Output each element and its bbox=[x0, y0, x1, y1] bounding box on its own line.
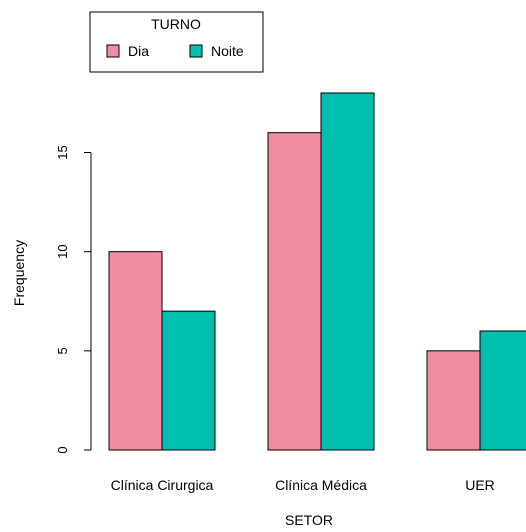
y-tick-label: 0 bbox=[55, 446, 70, 453]
bars-group bbox=[108, 92, 526, 451]
x-axis-labels: Clínica Cirurgica Clínica Médica UER bbox=[111, 477, 495, 493]
legend-items: Dia Noite bbox=[106, 43, 244, 59]
y-tick-label: 10 bbox=[55, 244, 70, 258]
legend-label-dia: Dia bbox=[128, 43, 149, 59]
legend-box bbox=[89, 11, 264, 73]
y-axis: 0 5 10 15 bbox=[55, 145, 92, 454]
bar-noite-1 bbox=[161, 310, 216, 451]
legend-label-noite: Noite bbox=[211, 43, 244, 59]
bar-dia-2 bbox=[267, 132, 322, 451]
legend: TURNO Dia Noite bbox=[89, 11, 264, 73]
x-tick-label: Clínica Médica bbox=[275, 477, 367, 493]
bar-dia-1 bbox=[108, 251, 163, 451]
bar-noite-2 bbox=[320, 92, 375, 451]
bar-noite-3 bbox=[479, 330, 526, 451]
legend-swatch-noite bbox=[189, 44, 203, 58]
bar-dia-3 bbox=[426, 350, 481, 451]
y-axis-label: Frequency bbox=[11, 240, 27, 306]
legend-swatch-dia bbox=[106, 44, 120, 58]
x-tick-label: Clínica Cirurgica bbox=[111, 477, 214, 493]
x-tick-label: UER bbox=[465, 477, 495, 493]
x-axis-label: SETOR bbox=[285, 512, 333, 528]
y-tick-label: 5 bbox=[55, 347, 70, 354]
legend-title: TURNO bbox=[151, 16, 201, 32]
y-tick-label: 15 bbox=[55, 145, 70, 159]
